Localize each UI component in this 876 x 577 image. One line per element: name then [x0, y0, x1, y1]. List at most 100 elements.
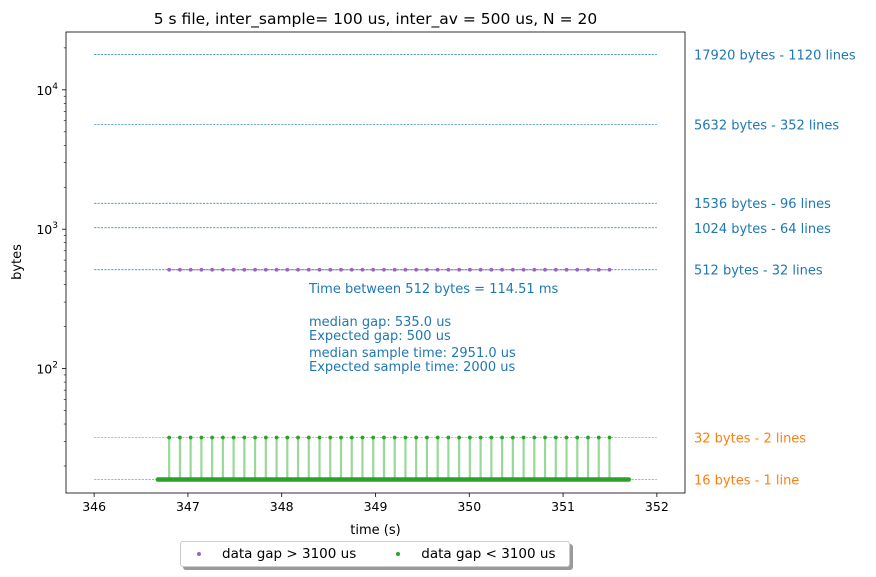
data-point-spike [510, 435, 515, 440]
x-tick-label: 347 [176, 499, 200, 514]
data-point-spike [253, 435, 257, 440]
data-point-gap-large [296, 267, 300, 272]
annotation-text: median gap: 535.0 us [309, 315, 451, 330]
data-point-spike [543, 435, 547, 440]
plot-area-frame [65, 31, 686, 494]
data-point-spike [607, 435, 612, 440]
data-point-spike [285, 435, 290, 440]
data-point-spike [564, 435, 569, 440]
y-tick-label: 104 [36, 82, 58, 98]
data-point-gap-large [231, 267, 236, 272]
y-tick-label: 103 [36, 221, 58, 237]
legend-marker-green [396, 552, 401, 556]
data-point-gap-large [306, 267, 311, 272]
data-point-gap-large [467, 267, 472, 272]
data-point-gap-large [392, 267, 397, 272]
y-axis-label: bytes [10, 244, 25, 280]
data-point-gap-large [457, 267, 462, 272]
legend-label: data gap > 3100 us [222, 546, 357, 562]
data-point-gap-large [349, 267, 354, 272]
data-point-spike [575, 435, 580, 440]
chart-title: 5 s file, inter_sample= 100 us, inter_av… [154, 10, 597, 29]
data-point-spike [339, 435, 343, 440]
annotation-text: Time between 512 bytes = 114.51 ms [308, 282, 558, 297]
data-point-spike [178, 435, 182, 440]
data-point-gap-large [220, 267, 225, 272]
data-point-gap-large [360, 267, 365, 272]
data-point-gap-large [521, 267, 526, 272]
data-point-gap-large [543, 267, 547, 272]
data-point-spike [274, 435, 279, 440]
data-point-spike [360, 435, 365, 440]
legend-label: data gap < 3100 us [421, 546, 556, 562]
legend: data gap > 3100 us data gap < 3100 us [180, 541, 570, 567]
reference-line-label: 17920 bytes - 1120 lines [694, 49, 856, 64]
reference-line-label: 512 bytes - 32 lines [694, 264, 823, 279]
data-point-gap-large [210, 267, 215, 272]
data-point-spike [403, 435, 408, 440]
x-tick-label: 350 [457, 499, 481, 514]
data-point-gap-large [382, 267, 386, 272]
data-point-gap-large [607, 267, 612, 272]
data-point-spike [532, 435, 537, 440]
data-point-gap-large [263, 267, 268, 272]
data-point-gap-large [596, 267, 601, 272]
data-point-spike [317, 435, 322, 440]
data-point-spike [242, 435, 247, 440]
data-point-spike [446, 435, 451, 440]
data-point-spike [500, 435, 504, 440]
reference-line-label: 16 bytes - 1 line [694, 473, 799, 488]
data-point-gap-large [510, 267, 515, 272]
reference-line-label: 5632 bytes - 352 lines [694, 119, 839, 134]
data-point-gap-large [317, 267, 322, 272]
data-point-spike [328, 435, 333, 440]
annotation-text: median sample time: 2951.0 us [309, 346, 516, 361]
data-point-spike [435, 435, 440, 440]
data-point-spike [414, 435, 419, 440]
data-point-spike [349, 435, 354, 440]
data-point-spike [586, 435, 590, 440]
data-point-gap-large [478, 267, 483, 272]
data-point-gap-large [188, 267, 193, 272]
x-axis-label: time (s) [350, 523, 400, 538]
data-point-gap-large [435, 267, 440, 272]
data-point-spike [392, 435, 397, 440]
data-point-spike [457, 435, 462, 440]
reference-line-label: 1024 bytes - 64 lines [694, 222, 831, 237]
data-point-spike [296, 435, 300, 440]
data-point-spike [371, 435, 376, 440]
x-tick-label: 348 [270, 499, 294, 514]
data-point-gap-large [575, 267, 580, 272]
legend-item-gap-small: data gap < 3100 us [396, 546, 556, 562]
legend-marker-purple [197, 552, 201, 556]
reference-line-label: 1536 bytes - 96 lines [694, 197, 831, 212]
data-point-spike [188, 435, 193, 440]
x-tick-label: 346 [82, 499, 106, 514]
data-point-gap-large [274, 267, 279, 272]
data-point-gap-large [446, 267, 451, 272]
x-tick-label: 352 [645, 499, 669, 514]
data-point-gap-large [339, 267, 343, 272]
data-point-gap-large [178, 267, 182, 272]
data-point-spike [489, 435, 494, 440]
data-point-gap-large [586, 267, 590, 272]
data-point-gap-large [242, 267, 247, 272]
annotation-text: Expected gap: 500 us [309, 329, 451, 344]
data-point-gap-large [328, 267, 333, 272]
data-point-spike [220, 435, 225, 440]
data-point-gap-large [167, 267, 172, 272]
data-point-spike [263, 435, 268, 440]
data-point-gap-large [253, 267, 257, 272]
data-point-spike [306, 435, 311, 440]
data-point-spike [382, 435, 386, 440]
x-tick-label: 351 [551, 499, 575, 514]
data-point-spike [467, 435, 472, 440]
y-tick-label: 102 [36, 361, 58, 377]
data-point-gap-large [553, 267, 558, 272]
data-point-spike [553, 435, 558, 440]
data-point-spike [167, 435, 172, 440]
data-point-gap-large [199, 267, 204, 272]
data-point-spike [478, 435, 483, 440]
data-point-spike [199, 435, 204, 440]
